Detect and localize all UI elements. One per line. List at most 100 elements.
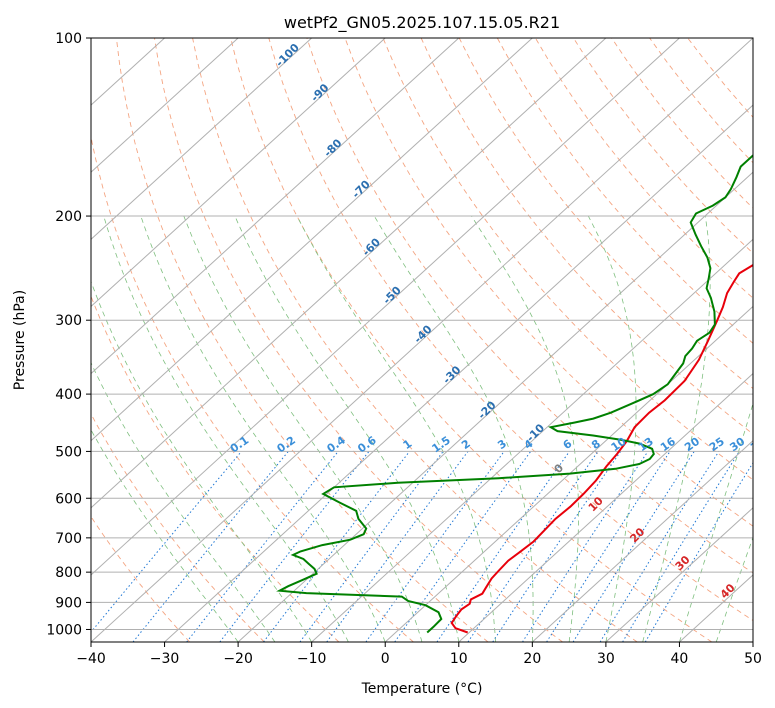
mixing-ratio-line — [622, 451, 740, 642]
dry-adiabat-label: -40 — [411, 322, 434, 345]
dry-adiabat-label: -90 — [308, 81, 331, 104]
isotherm-gridline — [605, 507, 753, 642]
isotherm-gridline — [91, 38, 313, 241]
isotherm-gridline — [91, 38, 386, 308]
y-tick-label: 400 — [55, 387, 82, 403]
dry-adiabat-label: -100 — [273, 41, 302, 70]
x-tick-label: 20 — [523, 651, 541, 667]
dry-adiabat — [91, 295, 340, 642]
y-tick-label: 200 — [55, 209, 82, 225]
mixing-ratio-line — [644, 461, 753, 642]
x-tick-label: 30 — [597, 651, 615, 667]
y-tick-label: 500 — [55, 444, 82, 460]
mixing-ratio-line — [467, 451, 599, 642]
y-tick-label: 1000 — [46, 622, 82, 638]
mixing-ratio-line — [186, 451, 339, 642]
dry-adiabat — [535, 38, 753, 299]
moist-adiabat — [679, 402, 753, 642]
dry-adiabat — [344, 38, 753, 527]
moist-adiabat — [234, 215, 460, 642]
dry-adiabat-label: -70 — [350, 177, 373, 200]
isotherm-gridline — [531, 439, 753, 642]
mixing-ratio-line — [599, 451, 720, 642]
mixing-ratio-line — [91, 451, 242, 633]
mixing-ratio-line — [365, 451, 505, 642]
mixing-ratio-line — [132, 451, 289, 642]
dry-adiabat — [687, 38, 753, 118]
x-tick-label: 0 — [381, 651, 390, 667]
dry-adiabat — [268, 38, 753, 622]
moist-adiabat — [373, 215, 534, 642]
moist-adiabat — [91, 428, 239, 642]
dry-adiabat — [458, 38, 753, 390]
isotherm-gridline — [164, 104, 753, 642]
mixing-ratio-label: 36 — [748, 435, 768, 455]
isotherm-gridline — [91, 38, 607, 509]
dry-adiabat — [649, 38, 753, 164]
dewpoint-profile — [276, 154, 753, 634]
x-tick-label: −20 — [223, 651, 253, 667]
moist-adiabat — [91, 361, 276, 642]
x-tick-label: 10 — [450, 651, 468, 667]
moist-adiabat — [103, 215, 349, 642]
y-tick-label: 800 — [55, 565, 82, 581]
isotherm-gridline — [237, 171, 753, 642]
dry-adiabat-label: -60 — [360, 235, 383, 258]
y-tick-label: 100 — [55, 31, 82, 47]
chart-title: wetPf2_GN05.2025.107.15.05.R21 — [284, 13, 560, 33]
mixing-ratio-label: 0.4 — [324, 433, 348, 455]
mixing-ratio-label: 8 — [589, 437, 603, 452]
y-tick-label: 600 — [55, 491, 82, 507]
mixing-ratio-label: 1.5 — [429, 434, 452, 456]
moist-adiabat — [587, 215, 637, 642]
dry-adiabat — [611, 38, 753, 209]
x-tick-label: −30 — [150, 651, 180, 667]
x-axis-label: Temperature (°C) — [361, 681, 483, 697]
isotherm-gridline — [752, 641, 753, 642]
moist-adiabat-label: 20 — [627, 525, 647, 545]
x-tick-label: −10 — [297, 651, 327, 667]
mixing-ratio-label: 0.1 — [228, 434, 251, 456]
dry-adiabat — [115, 38, 489, 642]
y-tick-label: 700 — [55, 531, 82, 547]
dry-adiabat — [91, 134, 414, 642]
isotherm-gridline — [384, 305, 753, 642]
y-tick-label: 900 — [55, 595, 82, 611]
mixing-ratio-line — [263, 451, 410, 642]
temperature-profile — [450, 263, 753, 634]
isotherm-gridline — [311, 238, 753, 642]
x-tick-label: 50 — [744, 651, 762, 667]
isotherm-gridline — [91, 38, 460, 375]
isotherm-gridline — [91, 38, 680, 576]
dry-adiabat-label: -30 — [440, 363, 463, 386]
dry-adiabat — [230, 38, 713, 642]
moist-adiabat — [296, 215, 496, 642]
mixing-ratio-line — [326, 451, 469, 642]
isotherm-gridline — [91, 38, 753, 642]
isotherm-gridline — [458, 372, 753, 642]
mixing-ratio-line — [522, 451, 649, 642]
mixing-ratio-label: 1 — [401, 437, 415, 452]
dry-adiabat — [573, 38, 753, 254]
isotherm-gridline — [91, 38, 533, 442]
dry-adiabat-label: -80 — [321, 136, 344, 159]
dry-adiabat — [496, 38, 753, 344]
moist-adiabat — [642, 215, 711, 642]
moist-adiabat — [183, 215, 423, 642]
dry-adiabat — [154, 38, 563, 642]
mixing-ratio-line — [492, 451, 622, 642]
y-axis-label: Pressure (hPa) — [12, 290, 28, 390]
x-tick-label: 40 — [671, 651, 689, 667]
dry-adiabat — [306, 38, 753, 574]
dry-adiabat — [192, 38, 638, 642]
mixing-ratio-label: 3 — [495, 437, 509, 452]
mixing-ratio-label: 0.6 — [355, 433, 379, 455]
mixing-ratio-label: 2 — [459, 437, 473, 452]
x-tick-label: −40 — [76, 651, 106, 667]
moist-adiabat — [91, 280, 313, 642]
dry-adiabat — [91, 413, 265, 642]
mixing-ratio-line — [219, 451, 370, 642]
mixing-ratio-label: 6 — [561, 437, 575, 452]
moist-adiabat — [715, 536, 753, 642]
